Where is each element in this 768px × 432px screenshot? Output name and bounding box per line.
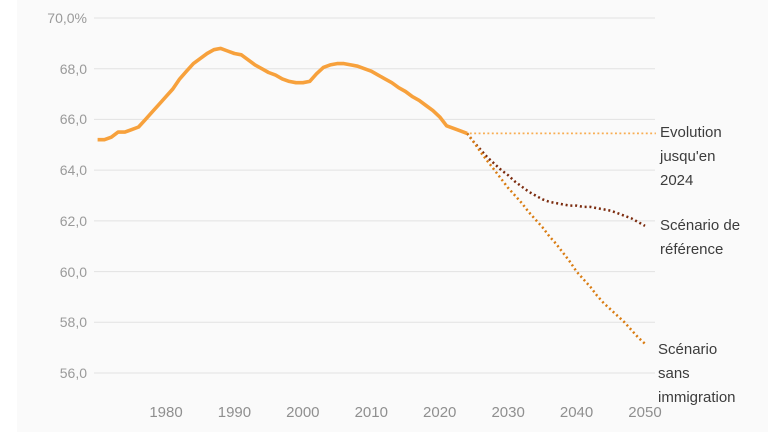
x-tick-label: 2050: [628, 404, 662, 421]
x-tick-label: 2040: [559, 404, 594, 421]
y-tick-label: 62,0: [59, 212, 87, 229]
x-tick-label: 1980: [149, 404, 183, 421]
series-evolution-jusqu-en-2024: [97, 46, 468, 142]
y-tick-label: 66,0: [59, 111, 87, 128]
x-tick-label: 2000: [286, 404, 320, 421]
series-scenario-sans-immigration: [466, 132, 646, 345]
y-tick-label: 64,0: [59, 162, 87, 179]
x-tick-label: 1990: [217, 404, 252, 421]
x-tick-label: 2020: [423, 404, 457, 421]
legend-evolution-jusquen-2024: Evolution jusqu'en 2024: [660, 124, 722, 189]
y-tick-label: 60,0: [59, 263, 87, 280]
y-tick-label: 58,0: [59, 314, 87, 331]
legend-scenario-de-reference: Scénario de référence: [660, 217, 741, 258]
chart-panel-background: [17, 0, 768, 432]
y-tick-label: 70,0%: [47, 10, 87, 26]
y-tick-label: 56,0: [59, 364, 87, 381]
y-tick-label: 68,0: [59, 60, 87, 77]
legend-scenario-sans-immigration: Scénario sans immigration: [658, 341, 736, 406]
x-tick-label: 2030: [491, 404, 525, 421]
series-scenario-de-reference: [466, 132, 646, 227]
x-tick-label: 2010: [354, 404, 388, 421]
